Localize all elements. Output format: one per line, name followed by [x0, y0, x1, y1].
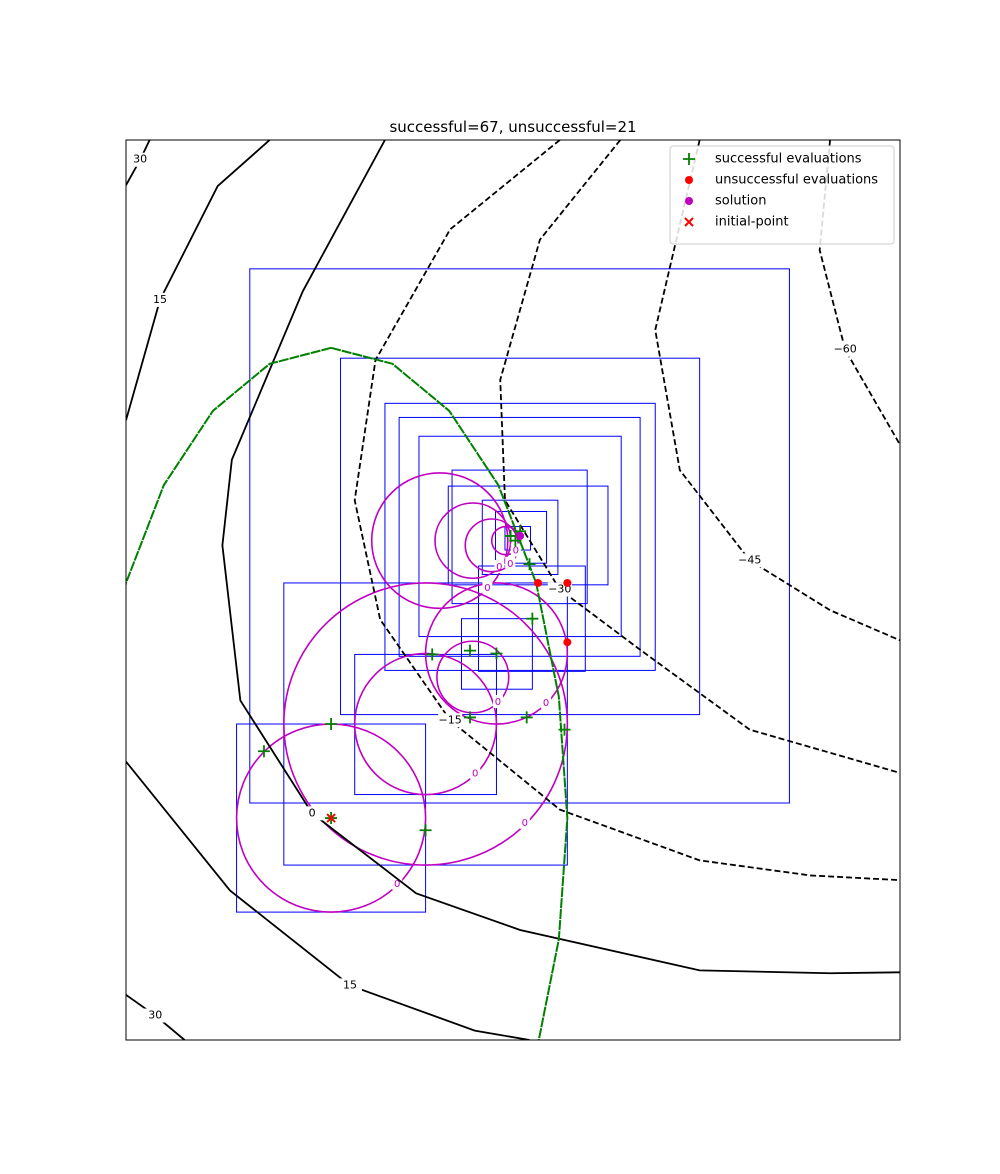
trust-region	[384, 402, 656, 671]
label-bg	[833, 342, 858, 357]
model-contour-label: 0	[522, 818, 528, 829]
marker-plus	[683, 153, 695, 165]
model-contour	[424, 582, 569, 725]
label-bg	[510, 543, 521, 557]
marker-plus	[325, 718, 338, 731]
trust-region	[249, 268, 790, 804]
model-contour-label: 0	[496, 562, 502, 573]
legend-label: solution	[715, 194, 766, 209]
model-contour-label: 0	[543, 698, 549, 709]
label-bg	[392, 876, 403, 890]
trust-region	[447, 485, 609, 586]
contour-line	[654, 140, 900, 642]
label-bg	[438, 713, 463, 728]
marker-plus	[520, 711, 533, 724]
contour-label: 30	[148, 1009, 162, 1022]
marker-plus	[419, 824, 432, 837]
label-bg	[494, 559, 505, 573]
label-bg	[505, 556, 516, 570]
constraint-line	[126, 346, 332, 589]
trust-region	[340, 357, 701, 716]
model-contour	[283, 582, 569, 866]
model-contour-label: 0	[394, 879, 400, 890]
label-bg	[470, 766, 481, 780]
marker-plus	[558, 723, 571, 736]
contour-label: 15	[343, 978, 357, 991]
trust-region	[451, 469, 588, 605]
marker-dot	[563, 578, 572, 587]
trust-region	[478, 565, 586, 672]
marker-dot	[685, 176, 693, 184]
marker-dot	[516, 531, 525, 540]
constraint-line	[330, 346, 569, 1040]
legend-label: successful evaluations	[715, 152, 862, 167]
model-contour-label: 0	[472, 768, 478, 779]
model-contour	[370, 472, 509, 610]
marker-plus	[464, 711, 476, 724]
trust-region	[398, 416, 641, 657]
label-bg	[541, 695, 552, 709]
legend-box	[669, 145, 895, 245]
contour-label: 0	[309, 806, 316, 819]
label-bg	[737, 553, 762, 568]
label-bg	[300, 806, 325, 821]
model-contour-label: 0	[507, 559, 513, 570]
marker-x	[326, 813, 336, 823]
model-contour-label: 0	[495, 697, 501, 708]
label-bg	[519, 815, 530, 829]
plot-area	[126, 140, 900, 1040]
marker-dot	[534, 578, 543, 587]
trust-region	[495, 510, 548, 564]
legend-label: unsuccessful evaluations	[715, 173, 878, 188]
chart-title: successful=67, unsuccessful=21	[389, 118, 636, 136]
marker-plus	[426, 648, 439, 661]
marker-plus	[526, 612, 539, 625]
label-bg	[492, 695, 503, 709]
legend: successful evaluations unsuccessful evalu…	[669, 145, 895, 245]
marker-dot	[563, 638, 572, 647]
marker-x	[684, 217, 694, 227]
marker-plus	[464, 644, 476, 657]
legend-label: initial-point	[715, 215, 789, 230]
label-bg	[128, 152, 153, 167]
plot-frame	[125, 139, 901, 1041]
label-bg	[148, 292, 173, 307]
model-contour-label: 0	[484, 583, 490, 594]
marker-plus	[509, 534, 522, 547]
model-contour	[436, 640, 510, 714]
marker-plus	[257, 745, 270, 758]
contour-label: −60	[834, 343, 857, 356]
label-bg	[482, 581, 493, 595]
trust-region	[481, 499, 559, 575]
contour-label: −45	[738, 553, 761, 566]
marker-plus	[490, 647, 503, 660]
contour-line	[499, 140, 900, 774]
trust-region	[418, 435, 622, 638]
marker-plus	[523, 558, 536, 571]
trust-region	[460, 618, 533, 690]
model-contour-label: 0	[513, 546, 519, 557]
label-bg	[143, 1008, 168, 1023]
label-bg	[337, 978, 362, 993]
contour-label: 15	[153, 293, 167, 306]
contour-line	[353, 140, 900, 882]
contour-label: −15	[439, 713, 462, 726]
contour-line	[126, 140, 271, 421]
marker-dot	[685, 197, 693, 205]
contour-label: 30	[133, 153, 147, 166]
